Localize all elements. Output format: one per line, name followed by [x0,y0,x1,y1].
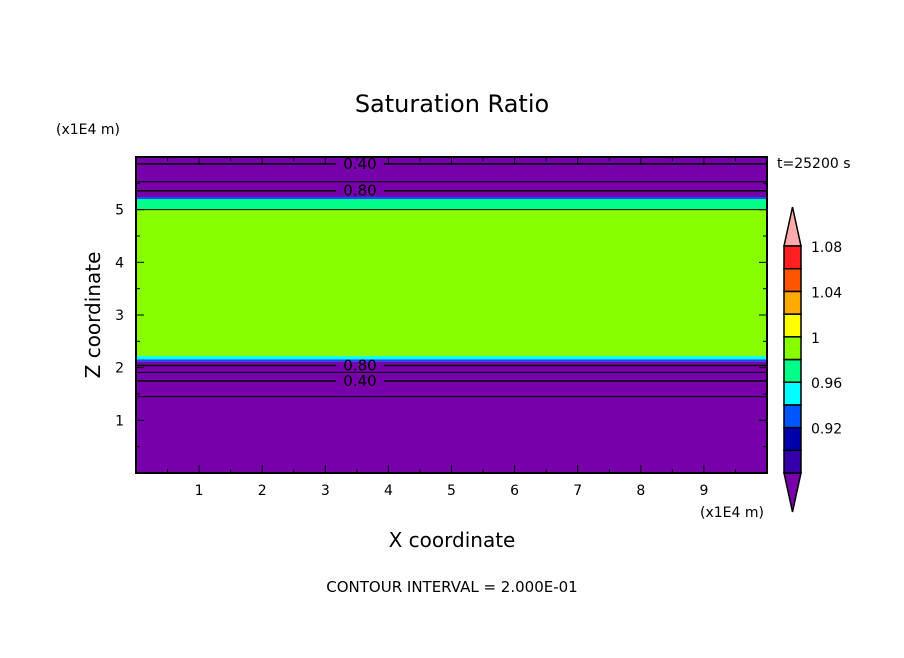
colorbar-swatch [783,267,802,293]
contour-band [136,361,767,473]
x-tick-label: 2 [258,483,267,499]
colorbar-tick-label: 0.96 [811,376,842,392]
x-tick-label: 8 [636,483,645,499]
x-tick-label: 5 [447,483,456,499]
y-axis-label: Z coordinate [81,252,105,379]
contour-interval-footer: CONTOUR INTERVAL = 2.000E-01 [326,578,577,596]
contour-band [136,356,767,360]
colorbar-swatch [783,313,802,338]
y-tick-label: 5 [115,203,124,219]
colorbar-swatch [783,426,802,452]
colorbar-under-arrow [783,472,802,513]
x-unit-label: (x1E4 m) [700,505,764,521]
chart-title: Saturation Ratio [355,90,549,118]
x-tick-label: 4 [384,483,393,499]
colorbar-swatch [783,245,802,270]
contour-label: 0.40 [343,372,376,390]
time-label: t=25200 s [777,156,851,172]
x-tick-label: 3 [321,483,330,499]
x-axis-label: X coordinate [389,528,516,552]
y-tick-label: 3 [115,308,124,324]
y-unit-label: (x1E4 m) [56,122,120,138]
contour-band [136,197,767,200]
x-tick-label: 7 [573,483,582,499]
colorbar-swatch [783,404,802,429]
y-tick-label: 1 [115,413,124,429]
contour-band [136,359,767,362]
colorbar-tick-label: 1 [811,331,820,347]
x-tick-label: 6 [510,483,519,499]
colorbar-swatch [783,290,802,315]
x-tick-label: 9 [699,483,708,499]
contour-label: 0.80 [343,357,376,375]
contour-band [136,209,767,357]
contour-label: 0.80 [343,182,376,200]
colorbar-tick-label: 1.08 [811,240,842,256]
x-tick-label: 1 [195,483,204,499]
colorbar-tick-label: 0.92 [811,422,842,438]
contour-band [136,199,767,210]
contour-label: 0.40 [343,155,376,173]
colorbar-swatch [783,381,802,406]
y-tick-label: 2 [115,361,124,377]
colorbar-swatch [783,358,802,383]
colorbar-over-arrow [783,206,802,247]
colorbar-swatch [783,449,802,474]
y-tick-label: 4 [115,255,124,271]
colorbar-swatch [783,336,802,361]
colorbar-tick-label: 1.04 [811,285,842,301]
